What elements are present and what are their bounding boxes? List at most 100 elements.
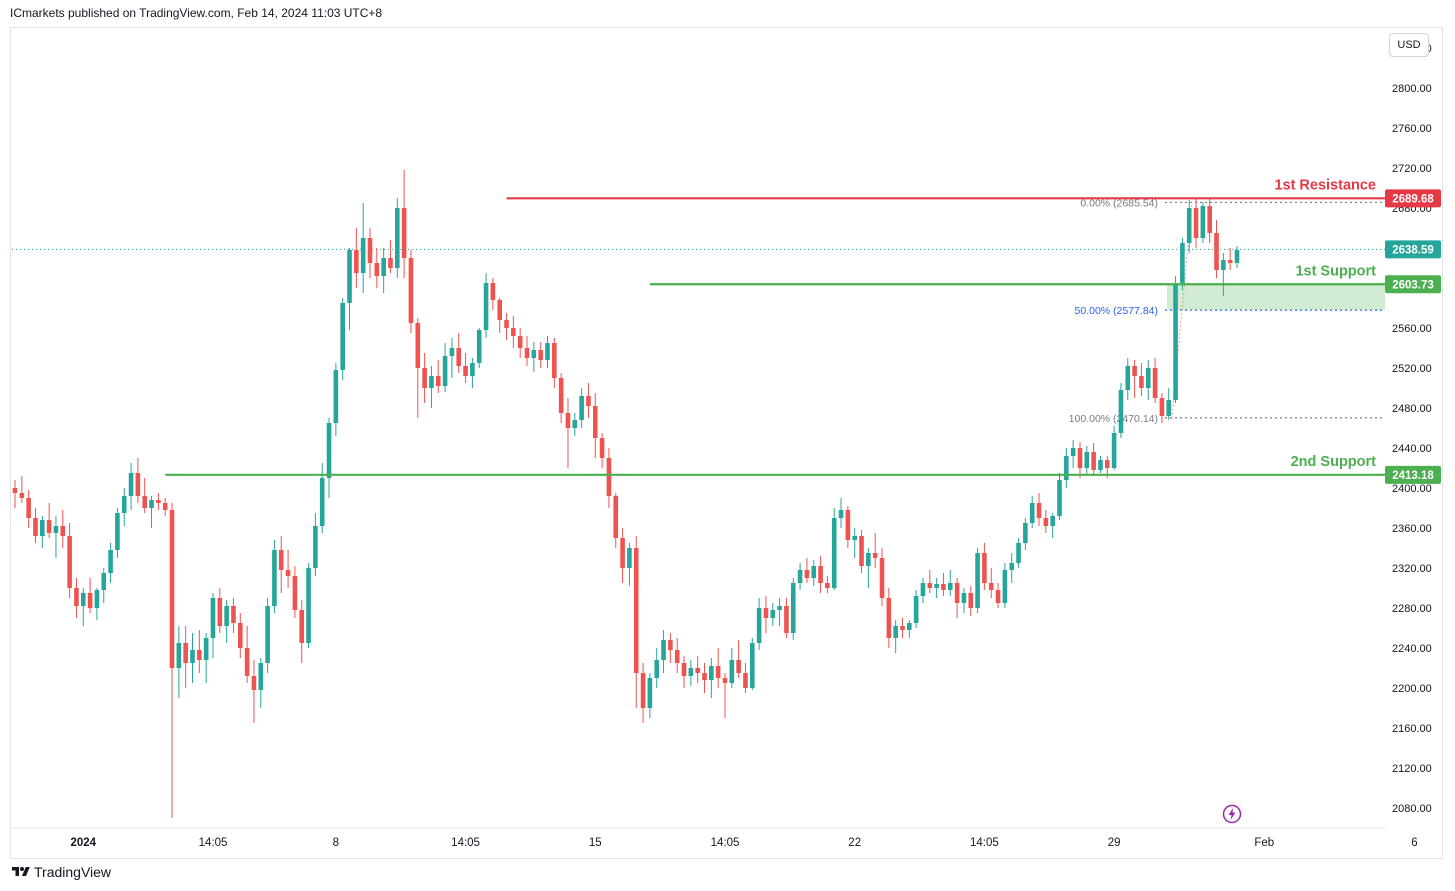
- x-tick-label: 22: [848, 837, 861, 849]
- candle-body: [859, 536, 864, 566]
- candle-body: [1132, 366, 1137, 376]
- candle-body: [654, 660, 660, 678]
- candle-body: [709, 666, 714, 680]
- candle-body: [1173, 283, 1178, 400]
- support-label: 1st Support: [1295, 263, 1376, 279]
- candle-body: [135, 473, 141, 496]
- candle-body: [770, 610, 776, 618]
- publisher-caption: ICmarkets published on TradingView.com, …: [10, 6, 383, 20]
- currency-button[interactable]: USD: [1389, 33, 1429, 57]
- y-tick-label: 2280.00: [1392, 603, 1432, 615]
- candle-body: [415, 323, 421, 368]
- candle-body: [1227, 260, 1233, 263]
- candle-body: [961, 593, 967, 603]
- candle-body: [19, 493, 25, 498]
- support-badge: [1385, 275, 1441, 294]
- candle-body: [149, 500, 154, 508]
- fib-label: 100.00% (2470.14): [1069, 413, 1158, 425]
- candle-body: [354, 250, 359, 273]
- candle-body: [360, 238, 366, 273]
- candle-body: [620, 538, 625, 568]
- candle-body: [1070, 448, 1076, 456]
- y-tick-label: 2560.00: [1392, 323, 1432, 335]
- current-price-badge-label: 2638.59: [1392, 244, 1434, 256]
- candle-body: [722, 678, 728, 683]
- candle-body: [743, 673, 748, 688]
- candle-body: [1125, 366, 1131, 390]
- candle-body: [67, 536, 72, 588]
- candle-body: [1186, 208, 1192, 243]
- candle-body: [524, 348, 530, 358]
- candle-body: [128, 473, 134, 496]
- candle-body: [156, 500, 161, 503]
- candle-body: [12, 488, 18, 493]
- candle-body: [490, 283, 496, 300]
- x-tick-label: Feb: [1254, 837, 1274, 849]
- lightning-bolt-icon[interactable]: [1222, 804, 1242, 824]
- candle-body: [190, 650, 195, 663]
- candle-body: [1111, 433, 1117, 468]
- x-tick-label: 14:05: [451, 837, 480, 849]
- candle-body: [538, 350, 543, 360]
- candle-body: [784, 606, 789, 633]
- candle-body: [197, 650, 202, 660]
- x-tick-label: 8: [333, 837, 339, 849]
- candle-body: [927, 583, 933, 588]
- candle-body: [1152, 368, 1158, 398]
- candle-body: [1016, 543, 1021, 563]
- candle-body: [121, 496, 127, 513]
- candle-body: [258, 663, 264, 690]
- candle-body: [763, 608, 769, 618]
- candle-body: [265, 606, 270, 663]
- candle-body: [1043, 518, 1049, 526]
- candle-body: [1159, 398, 1165, 416]
- candle-body: [388, 258, 393, 268]
- tradingview-logo-icon: [12, 867, 30, 876]
- candle-body: [1084, 452, 1090, 468]
- candle-body: [422, 368, 427, 388]
- candle-body: [818, 566, 823, 583]
- candle-body: [313, 526, 318, 568]
- candle-body: [115, 513, 120, 550]
- candle-body: [852, 536, 857, 540]
- candle-body: [838, 510, 844, 518]
- candle-body: [429, 376, 434, 388]
- candle-body: [572, 420, 578, 428]
- candle-body: [87, 593, 93, 608]
- candle-body: [217, 598, 223, 626]
- y-tick-label: 2760.00: [1392, 123, 1432, 135]
- candle-body: [251, 676, 257, 690]
- candle-body: [347, 250, 352, 303]
- candle-body: [1036, 503, 1042, 518]
- support-zone: [1167, 284, 1385, 311]
- candle-body: [340, 303, 345, 370]
- candle-body: [627, 548, 632, 568]
- candle-body: [74, 588, 79, 606]
- candle-body: [1139, 376, 1144, 388]
- y-tick-label: 2200.00: [1392, 683, 1432, 695]
- candle-body: [531, 350, 537, 358]
- candle-body: [326, 423, 332, 478]
- candle-body: [982, 553, 987, 583]
- support-badge-label: 2413.18: [1392, 470, 1434, 482]
- candle-body: [176, 643, 182, 668]
- candle-body: [60, 526, 66, 536]
- candle-body: [333, 370, 339, 423]
- candle-body: [231, 606, 236, 623]
- candle-body: [941, 584, 946, 590]
- candle-body: [633, 548, 639, 673]
- candle-body: [661, 640, 666, 660]
- candle-body: [476, 330, 482, 363]
- candle-body: [26, 498, 31, 518]
- candle-body: [203, 638, 209, 660]
- candle-body: [285, 570, 291, 576]
- candle-body: [558, 378, 564, 413]
- current-price-badge: [1385, 240, 1441, 259]
- support-badge: [1385, 465, 1441, 484]
- candle-body: [224, 606, 229, 626]
- candle-body: [954, 583, 960, 603]
- fib-label: 0.00% (2685.54): [1080, 197, 1158, 209]
- candle-body: [1057, 480, 1062, 516]
- candle-body: [729, 660, 735, 683]
